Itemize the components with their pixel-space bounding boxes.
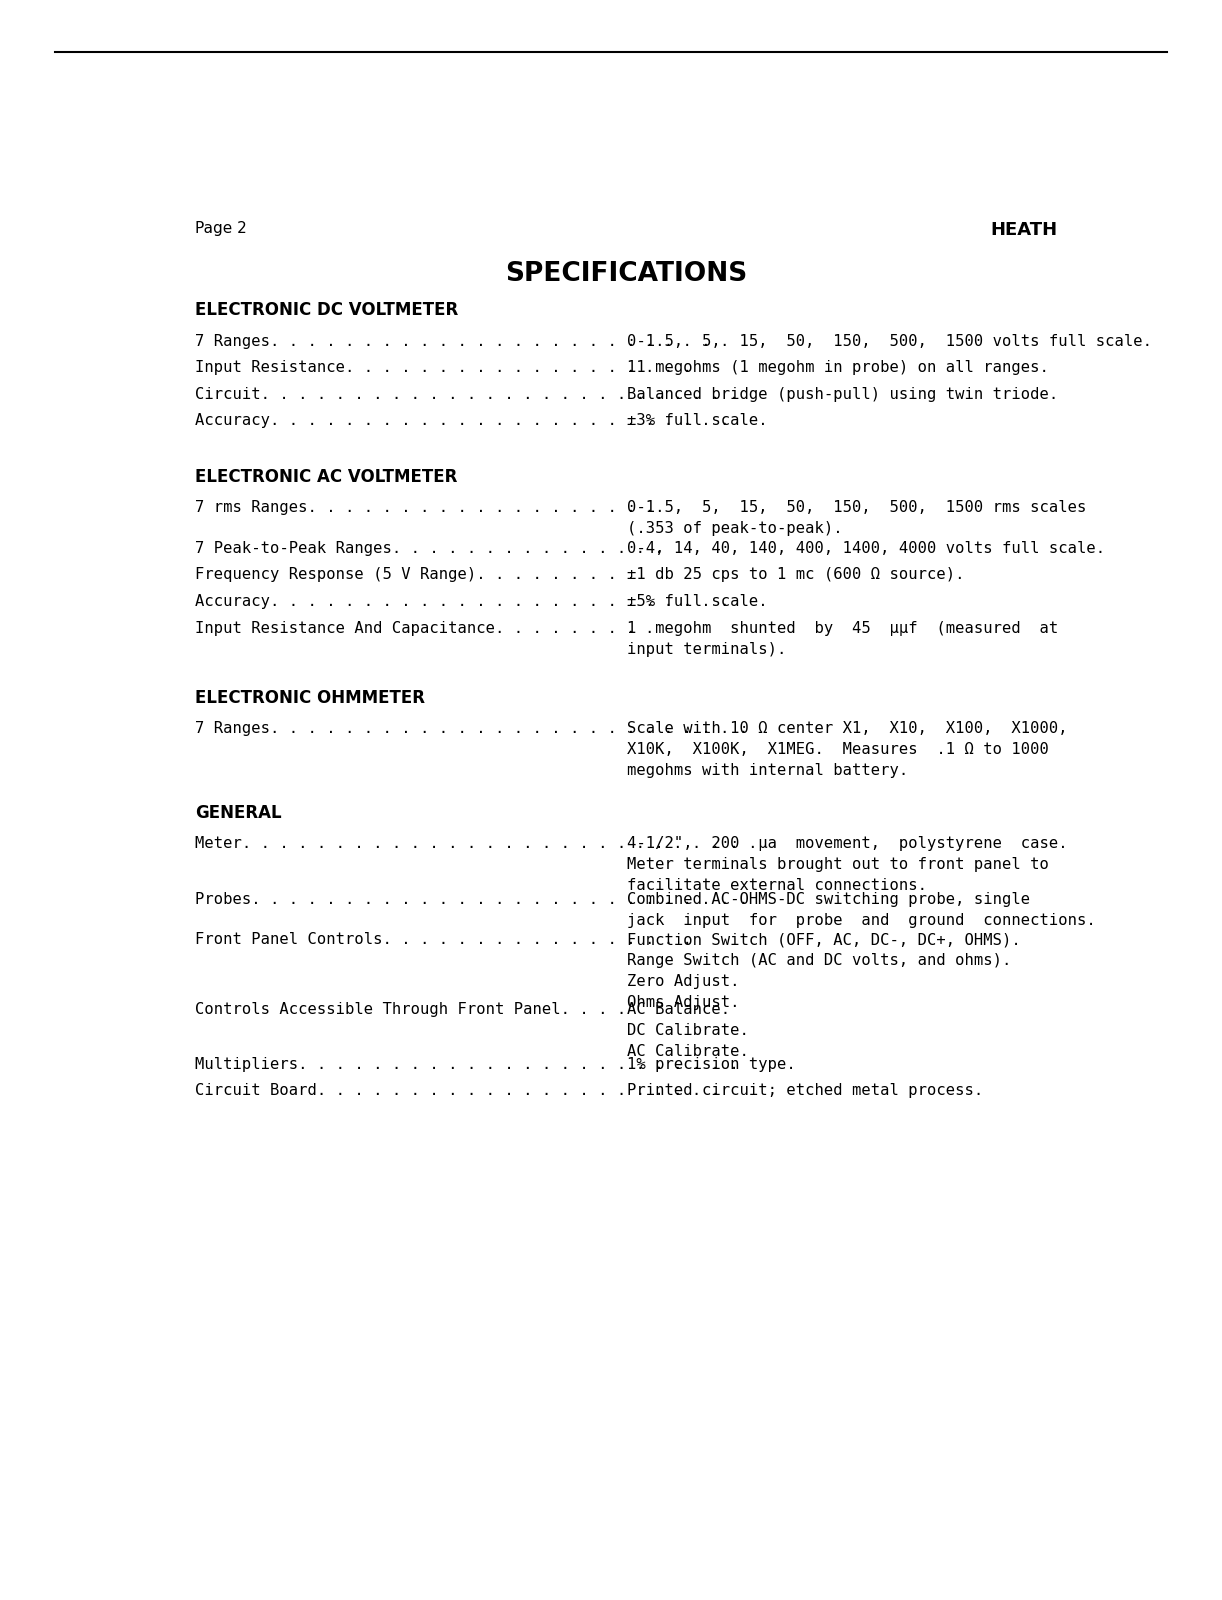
Text: Balanced bridge (push-pull) using twin triode.: Balanced bridge (push-pull) using twin t… [627, 387, 1058, 402]
Text: GENERAL: GENERAL [196, 805, 282, 822]
Text: AC Balance.
DC Calibrate.
AC Calibrate.: AC Balance. DC Calibrate. AC Calibrate. [627, 1002, 749, 1059]
Text: Input Resistance And Capacitance. . . . . . . . .: Input Resistance And Capacitance. . . . … [196, 621, 655, 635]
Text: Front Panel Controls. . . . . . . . . . . . . . . . .: Front Panel Controls. . . . . . . . . . … [196, 933, 692, 947]
Text: Page 2: Page 2 [196, 221, 247, 237]
Text: 4-1/2",  200  μa  movement,  polystyrene  case.
Meter terminals brought out to f: 4-1/2", 200 μa movement, polystyrene cas… [627, 837, 1068, 893]
Text: 7 rms Ranges. . . . . . . . . . . . . . . . . . .: 7 rms Ranges. . . . . . . . . . . . . . … [196, 499, 655, 515]
Text: ±3% full scale.: ±3% full scale. [627, 413, 767, 429]
Text: Printed circuit; etched metal process.: Printed circuit; etched metal process. [627, 1083, 984, 1098]
Text: ELECTRONIC OHMMETER: ELECTRONIC OHMMETER [196, 690, 425, 707]
Text: Frequency Response (5 V Range). . . . . . . . .: Frequency Response (5 V Range). . . . . … [196, 568, 635, 582]
Text: 7 Peak-to-Peak Ranges. . . . . . . . . . . . . . .: 7 Peak-to-Peak Ranges. . . . . . . . . .… [196, 541, 664, 555]
Text: Scale with 10 Ω center X1,  X10,  X100,  X1000,
X10K,  X100K,  X1MEG.  Measures : Scale with 10 Ω center X1, X10, X100, X1… [627, 722, 1068, 778]
Text: 1  megohm  shunted  by  45  μμf  (measured  at
input terminals).: 1 megohm shunted by 45 μμf (measured at … [627, 621, 1058, 656]
Text: Circuit. . . . . . . . . . . . . . . . . . . . . . . . . .: Circuit. . . . . . . . . . . . . . . . .… [196, 387, 739, 402]
Text: Combined AC-OHMS-DC switching probe, single
jack  input  for  probe  and  ground: Combined AC-OHMS-DC switching probe, sin… [627, 891, 1096, 928]
Text: 0-4, 14, 40, 140, 400, 1400, 4000 volts full scale.: 0-4, 14, 40, 140, 400, 1400, 4000 volts … [627, 541, 1105, 555]
Text: SPECIFICATIONS: SPECIFICATIONS [505, 261, 748, 288]
Text: Probes. . . . . . . . . . . . . . . . . . . . . . . . . . .: Probes. . . . . . . . . . . . . . . . . … [196, 891, 749, 907]
Text: ±5% full scale.: ±5% full scale. [627, 594, 767, 610]
Text: 0-1.5,  5,  15,  50,  150,  500,  1500 volts full scale.: 0-1.5, 5, 15, 50, 150, 500, 1500 volts f… [627, 334, 1152, 349]
Text: Input Resistance. . . . . . . . . . . . . . . . . . .: Input Resistance. . . . . . . . . . . . … [196, 360, 692, 376]
Text: Meter. . . . . . . . . . . . . . . . . . . . . . . . . . . .: Meter. . . . . . . . . . . . . . . . . .… [196, 837, 758, 851]
Text: 1% precision type.: 1% precision type. [627, 1056, 796, 1072]
Text: ELECTRONIC AC VOLTMETER: ELECTRONIC AC VOLTMETER [196, 467, 458, 486]
Text: HEATH: HEATH [990, 221, 1057, 240]
Text: Function Switch (OFF, AC, DC-, DC+, OHMS).
Range Switch (AC and DC volts, and oh: Function Switch (OFF, AC, DC-, DC+, OHMS… [627, 933, 1020, 1010]
Text: Circuit Board. . . . . . . . . . . . . . . . . . . . . .: Circuit Board. . . . . . . . . . . . . .… [196, 1083, 721, 1098]
Text: 7 Ranges. . . . . . . . . . . . . . . . . . . . . . . . .: 7 Ranges. . . . . . . . . . . . . . . . … [196, 334, 730, 349]
Text: Accuracy. . . . . . . . . . . . . . . . . . . . . . . . .: Accuracy. . . . . . . . . . . . . . . . … [196, 594, 730, 610]
Text: 7 Ranges. . . . . . . . . . . . . . . . . . . . . . . . . .: 7 Ranges. . . . . . . . . . . . . . . . … [196, 722, 749, 736]
Text: 0-1.5,  5,  15,  50,  150,  500,  1500 rms scales
(.353 of peak-to-peak).: 0-1.5, 5, 15, 50, 150, 500, 1500 rms sca… [627, 499, 1086, 536]
Text: Accuracy. . . . . . . . . . . . . . . . . . . . . . . . .: Accuracy. . . . . . . . . . . . . . . . … [196, 413, 730, 429]
Text: ELECTRONIC DC VOLTMETER: ELECTRONIC DC VOLTMETER [196, 301, 458, 320]
Text: Controls Accessible Through Front Panel. . . .: Controls Accessible Through Front Panel.… [196, 1002, 627, 1016]
Text: Multipliers. . . . . . . . . . . . . . . . . . . . . . . .: Multipliers. . . . . . . . . . . . . . .… [196, 1056, 739, 1072]
Text: ±1 db 25 cps to 1 mc (600 Ω source).: ±1 db 25 cps to 1 mc (600 Ω source). [627, 568, 964, 582]
Text: 11 megohms (1 megohm in probe) on all ranges.: 11 megohms (1 megohm in probe) on all ra… [627, 360, 1048, 376]
